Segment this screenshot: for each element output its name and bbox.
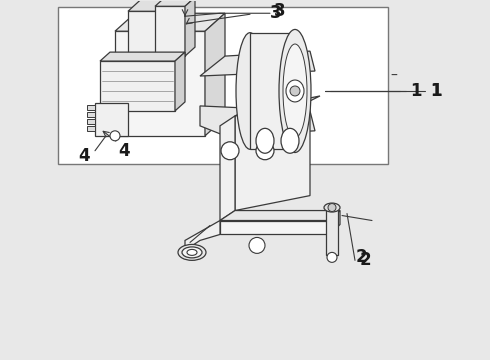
Ellipse shape xyxy=(283,44,307,138)
Polygon shape xyxy=(235,101,310,211)
Ellipse shape xyxy=(256,128,274,153)
Ellipse shape xyxy=(178,244,206,260)
Circle shape xyxy=(110,131,120,141)
Polygon shape xyxy=(128,0,180,11)
Ellipse shape xyxy=(279,30,311,153)
Polygon shape xyxy=(200,106,315,136)
Circle shape xyxy=(249,238,265,253)
Polygon shape xyxy=(326,208,338,255)
Text: 1: 1 xyxy=(410,82,421,100)
Text: 1: 1 xyxy=(430,82,441,100)
Polygon shape xyxy=(115,31,205,136)
Text: 4: 4 xyxy=(118,142,130,160)
Polygon shape xyxy=(115,13,225,31)
Polygon shape xyxy=(220,211,340,221)
Ellipse shape xyxy=(324,203,340,212)
Text: 3: 3 xyxy=(274,2,286,20)
Polygon shape xyxy=(87,126,95,131)
Ellipse shape xyxy=(281,128,299,153)
Polygon shape xyxy=(205,13,225,136)
Ellipse shape xyxy=(182,247,202,258)
Polygon shape xyxy=(87,112,95,117)
Polygon shape xyxy=(155,0,195,6)
Polygon shape xyxy=(87,119,95,124)
Circle shape xyxy=(328,203,336,212)
Polygon shape xyxy=(100,61,175,111)
Polygon shape xyxy=(220,116,235,221)
Polygon shape xyxy=(250,33,295,149)
Polygon shape xyxy=(235,96,320,116)
Ellipse shape xyxy=(286,80,304,102)
Circle shape xyxy=(221,142,239,160)
Polygon shape xyxy=(168,0,180,71)
Polygon shape xyxy=(200,51,315,76)
Polygon shape xyxy=(220,221,330,234)
Text: 2: 2 xyxy=(356,248,368,266)
Circle shape xyxy=(256,142,274,160)
Text: 1: 1 xyxy=(430,82,441,100)
Polygon shape xyxy=(255,221,260,234)
Polygon shape xyxy=(95,103,128,136)
Polygon shape xyxy=(128,11,168,71)
Polygon shape xyxy=(185,0,195,56)
Circle shape xyxy=(290,86,300,96)
Polygon shape xyxy=(155,6,185,56)
Ellipse shape xyxy=(236,33,264,149)
Text: 4: 4 xyxy=(78,147,90,165)
Polygon shape xyxy=(87,105,95,110)
Polygon shape xyxy=(175,52,185,111)
Text: 3: 3 xyxy=(270,4,282,22)
Polygon shape xyxy=(100,52,185,61)
Polygon shape xyxy=(185,221,220,251)
Text: –: – xyxy=(390,69,397,83)
Text: 2: 2 xyxy=(360,251,371,269)
Ellipse shape xyxy=(187,249,197,255)
Bar xyxy=(58,7,388,164)
Circle shape xyxy=(327,252,337,262)
Polygon shape xyxy=(330,211,340,234)
